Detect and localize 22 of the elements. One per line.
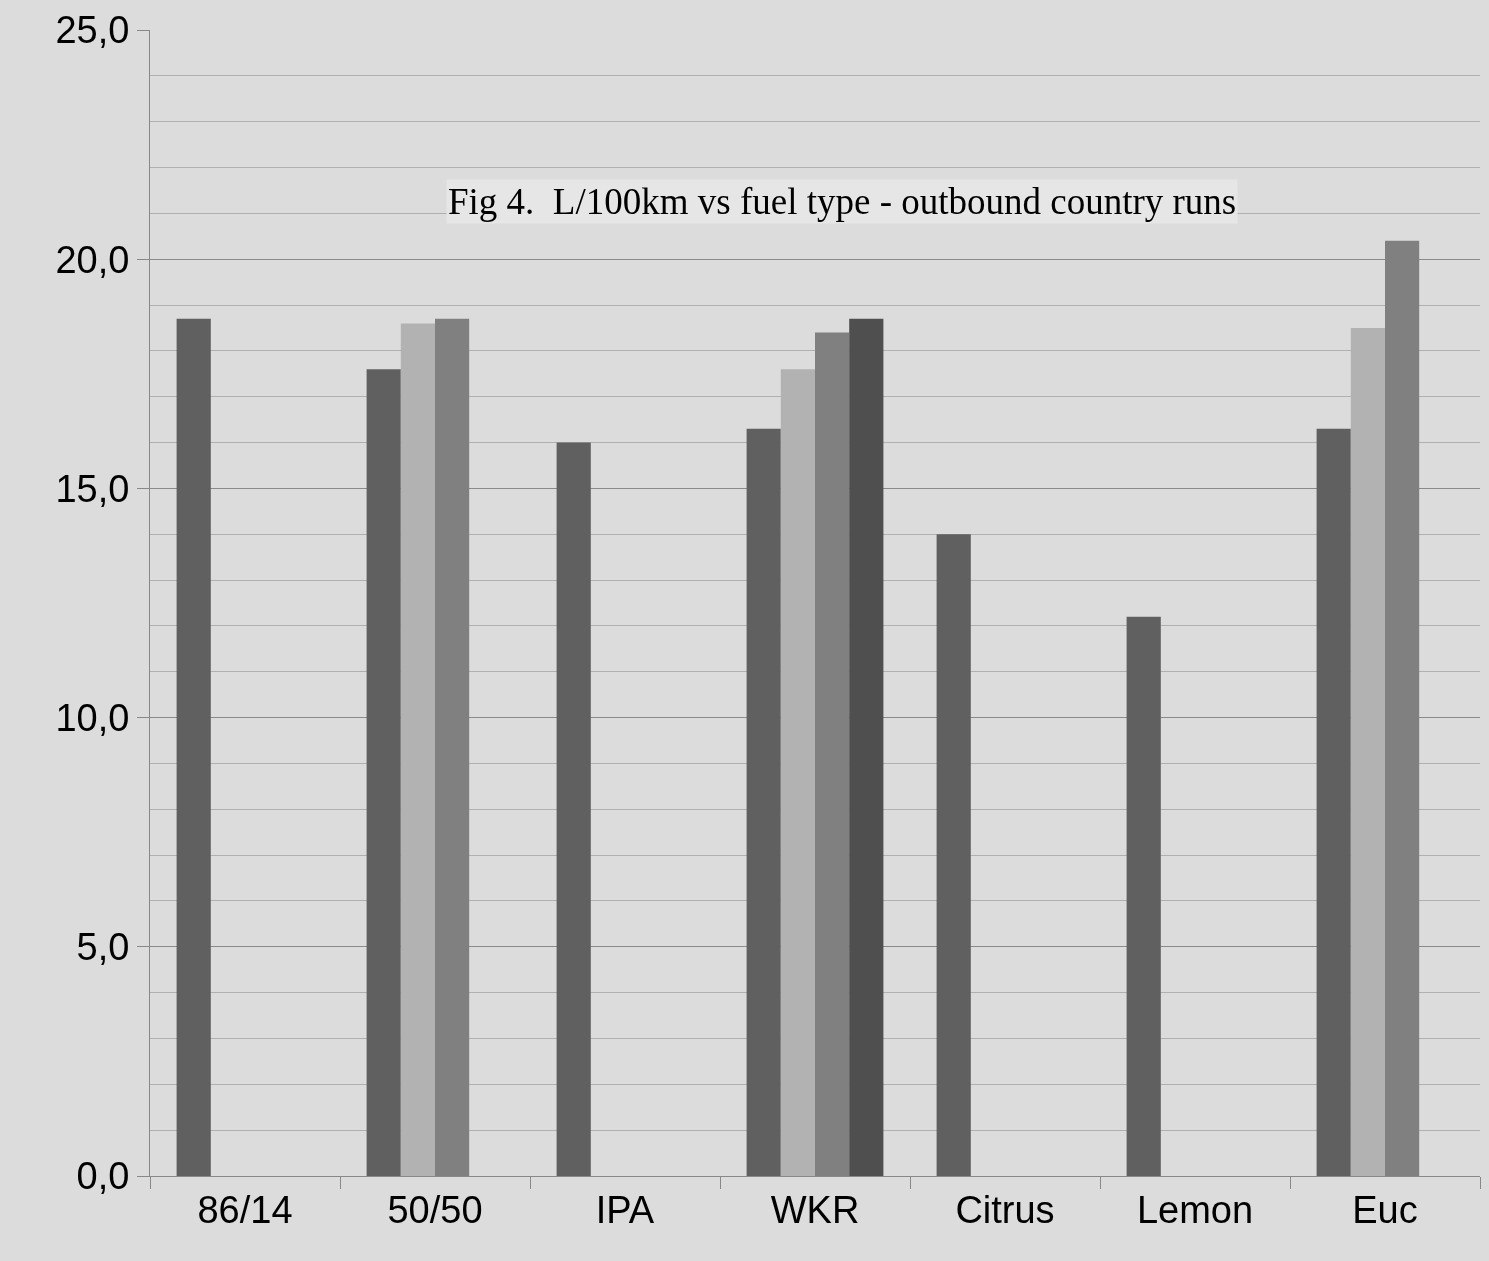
y-tick-label: 0,0 (76, 1155, 130, 1198)
bar (1316, 428, 1351, 1176)
y-tick-label: 10,0 (55, 696, 130, 739)
x-tick-label: WKR (770, 1188, 860, 1231)
bar (849, 318, 884, 1176)
y-tick-label: 15,0 (55, 467, 130, 510)
bar (366, 369, 401, 1176)
bar (1126, 616, 1161, 1176)
x-tick-label: 86/14 (197, 1188, 293, 1231)
bar (556, 442, 591, 1176)
y-tick-label: 20,0 (55, 238, 130, 281)
x-tick-label: Euc (1352, 1188, 1418, 1231)
bar (936, 534, 971, 1176)
x-tick-label: 50/50 (387, 1188, 483, 1231)
bar (176, 318, 211, 1176)
y-tick-label: 5,0 (76, 926, 130, 969)
x-tick-label: Lemon (1136, 1188, 1254, 1231)
text: Fig 4. L/100km vs fuel type - outbound country runs (448, 181, 1237, 222)
x-tick-label: IPA (595, 1188, 655, 1231)
y-tick-label: 25,0 (55, 9, 130, 52)
x-tick-label: Citrus (955, 1188, 1055, 1231)
bar (746, 428, 781, 1176)
